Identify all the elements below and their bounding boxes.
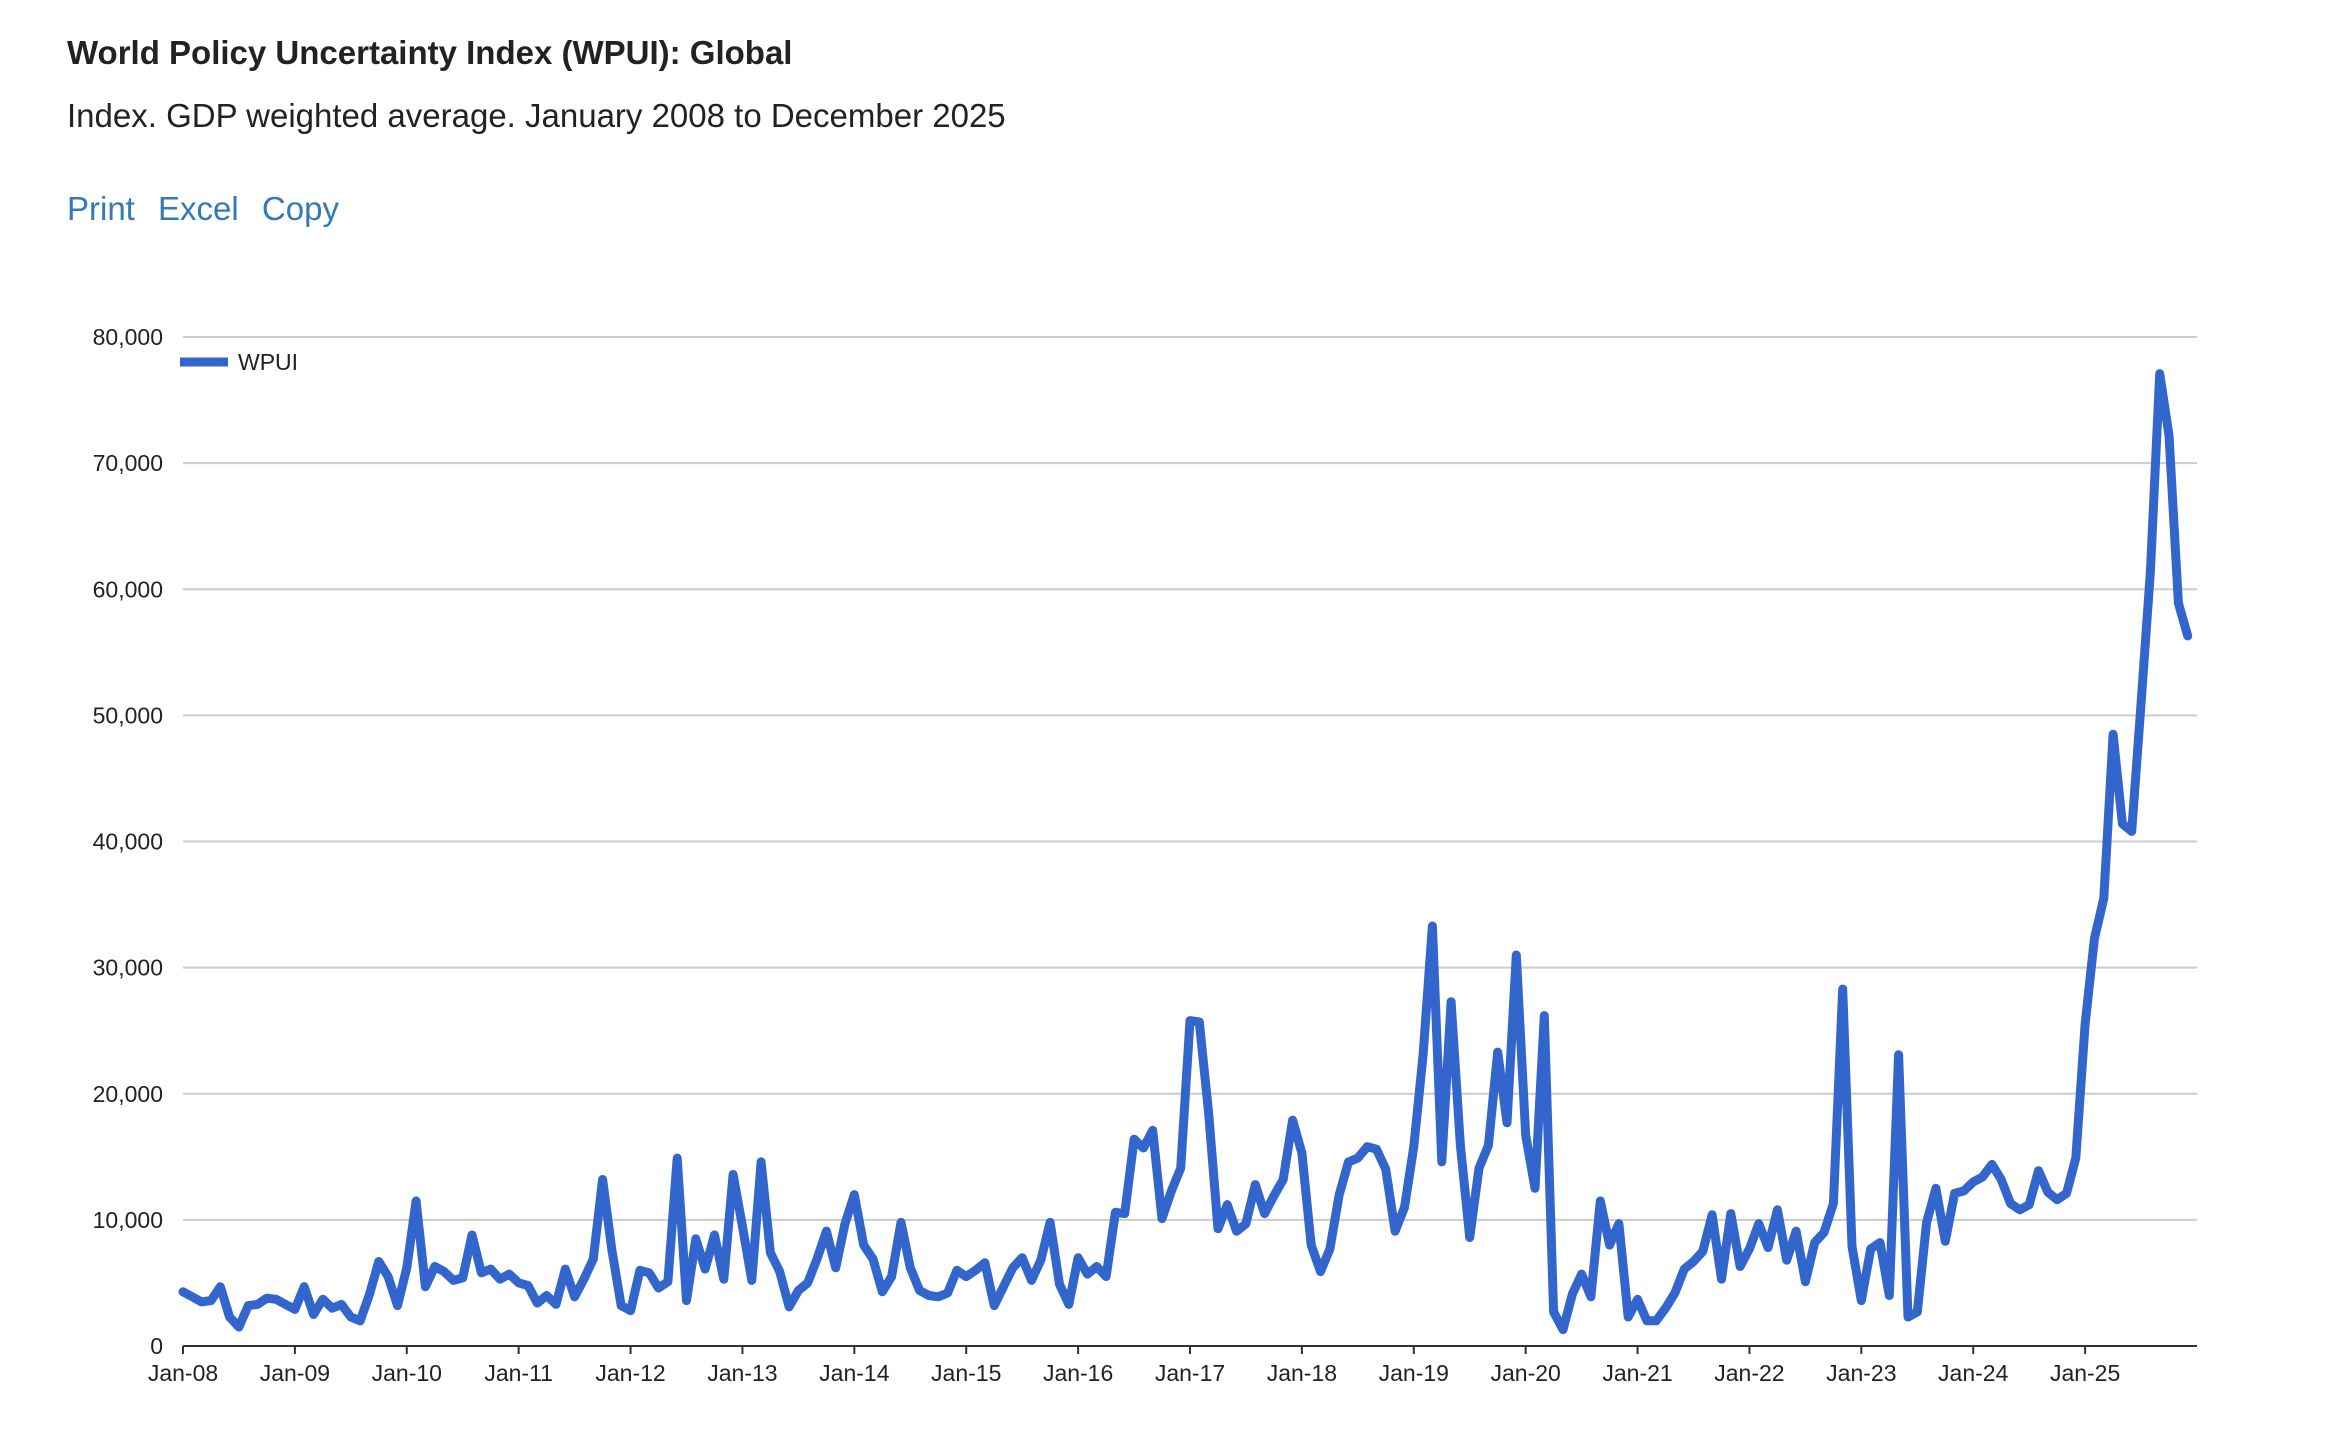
y-tick-label: 0 [150,1333,163,1359]
x-axis-tick-labels: Jan-08 Jan-09 Jan-10 Jan-11 Jan-12 Jan-13 Jan-… [148,1360,2120,1386]
print-link[interactable]: Print [67,190,135,227]
y-tick-label: 20,000 [93,1081,163,1107]
x-tick-label: Jan-18 [1267,1360,1337,1386]
y-tick-label: 70,000 [93,450,163,476]
x-tick-label: Jan-25 [2050,1360,2120,1386]
y-tick-label: 80,000 [93,324,163,350]
y-tick-label: 10,000 [93,1207,163,1233]
export-toolbar: Print Excel Copy [67,190,353,228]
legend-label-wpui: WPUI [238,349,298,375]
y-tick-label: 50,000 [93,702,163,728]
x-tick-label: Jan-09 [260,1360,330,1386]
copy-link[interactable]: Copy [261,190,339,227]
y-tick-label: 40,000 [93,829,163,855]
x-tick-label: Jan-13 [707,1360,777,1386]
page-subtitle: Index. GDP weighted average. January 200… [67,97,1006,134]
x-tick-label: Jan-10 [372,1360,442,1386]
excel-link[interactable]: Excel [158,190,239,227]
y-axis-tick-labels: 0 10,000 20,000 30,000 40,000 50,000 60,000 70,… [93,324,163,1359]
x-tick-label: Jan-08 [148,1360,218,1386]
legend: WPUI [180,349,298,375]
series-group [178,369,2193,1335]
gridlines [183,336,2197,1221]
x-tick-label: Jan-11 [484,1360,553,1386]
x-axis-ticks [182,1346,2087,1354]
y-tick-label: 60,000 [93,576,163,602]
page-title: World Policy Uncertainty Index (WPUI): G… [67,34,793,71]
x-tick-label: Jan-14 [819,1360,890,1386]
series-line-wpui [178,369,2193,1335]
y-tick-label: 30,000 [93,955,163,981]
x-tick-label: Jan-23 [1826,1360,1896,1386]
x-tick-label: Jan-16 [1043,1360,1113,1386]
x-tick-label: Jan-19 [1379,1360,1449,1386]
x-tick-label: Jan-20 [1491,1360,1561,1386]
x-tick-label: Jan-24 [1938,1360,2009,1386]
x-tick-label: Jan-22 [1714,1360,1784,1386]
x-tick-label: Jan-21 [1602,1360,1672,1386]
x-tick-label: Jan-15 [931,1360,1001,1386]
x-tick-label: Jan-12 [595,1360,665,1386]
x-tick-label: Jan-17 [1155,1360,1225,1386]
